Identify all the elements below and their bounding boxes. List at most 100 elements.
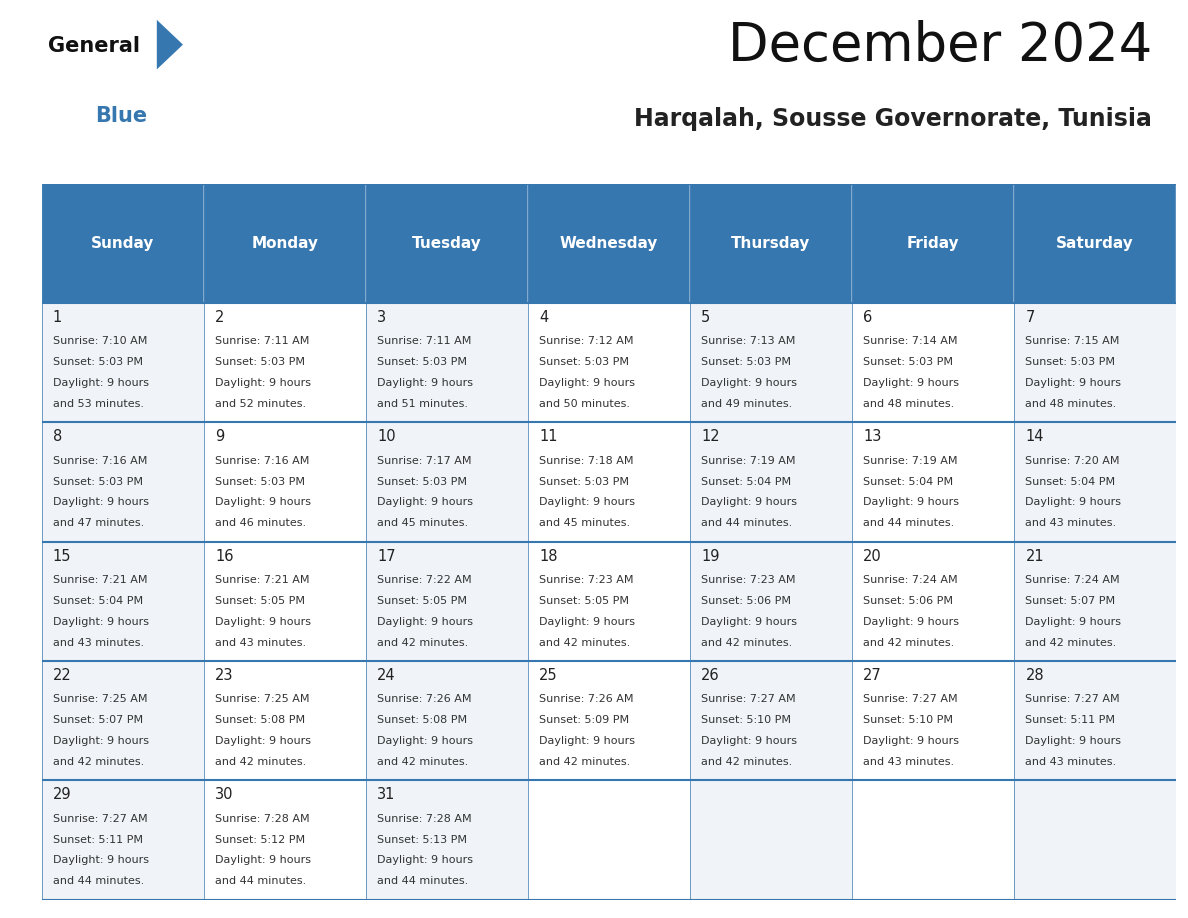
Text: Thursday: Thursday — [732, 236, 810, 251]
Text: and 42 minutes.: and 42 minutes. — [701, 757, 792, 767]
Bar — [852, 184, 1015, 303]
Text: Sunset: 5:09 PM: Sunset: 5:09 PM — [539, 715, 630, 725]
Text: and 42 minutes.: and 42 minutes. — [377, 757, 468, 767]
Text: Sunset: 5:06 PM: Sunset: 5:06 PM — [864, 596, 953, 606]
Bar — [852, 303, 1015, 422]
Text: 28: 28 — [1025, 668, 1044, 683]
Text: Daylight: 9 hours: Daylight: 9 hours — [1025, 617, 1121, 627]
Text: 6: 6 — [864, 310, 872, 325]
Text: Sunset: 5:03 PM: Sunset: 5:03 PM — [377, 357, 467, 367]
Text: and 43 minutes.: and 43 minutes. — [1025, 519, 1117, 529]
Text: Saturday: Saturday — [1056, 236, 1135, 251]
Bar — [42, 303, 203, 422]
Bar — [203, 303, 366, 422]
Text: Daylight: 9 hours: Daylight: 9 hours — [53, 736, 148, 746]
Bar — [42, 661, 203, 780]
Text: and 44 minutes.: and 44 minutes. — [215, 877, 307, 887]
Text: Sunrise: 7:22 AM: Sunrise: 7:22 AM — [377, 575, 472, 585]
Text: Sunset: 5:07 PM: Sunset: 5:07 PM — [53, 715, 143, 725]
Text: 16: 16 — [215, 549, 234, 564]
Text: and 47 minutes.: and 47 minutes. — [53, 519, 144, 529]
Text: and 42 minutes.: and 42 minutes. — [377, 638, 468, 648]
Text: 31: 31 — [377, 788, 396, 802]
Text: 23: 23 — [215, 668, 234, 683]
Text: Sunset: 5:10 PM: Sunset: 5:10 PM — [701, 715, 791, 725]
Text: and 42 minutes.: and 42 minutes. — [53, 757, 144, 767]
Text: Daylight: 9 hours: Daylight: 9 hours — [1025, 378, 1121, 388]
Text: 10: 10 — [377, 430, 396, 444]
Text: General: General — [48, 37, 139, 56]
Bar — [690, 780, 852, 900]
Text: Sunrise: 7:23 AM: Sunrise: 7:23 AM — [539, 575, 633, 585]
Text: Sunrise: 7:16 AM: Sunrise: 7:16 AM — [53, 455, 147, 465]
Text: Sunset: 5:06 PM: Sunset: 5:06 PM — [701, 596, 791, 606]
Text: Sunset: 5:10 PM: Sunset: 5:10 PM — [864, 715, 953, 725]
Text: 12: 12 — [701, 430, 720, 444]
Text: Sunset: 5:13 PM: Sunset: 5:13 PM — [377, 834, 467, 845]
Text: Sunset: 5:05 PM: Sunset: 5:05 PM — [215, 596, 305, 606]
Text: 25: 25 — [539, 668, 558, 683]
Text: Daylight: 9 hours: Daylight: 9 hours — [377, 378, 473, 388]
Text: Sunrise: 7:25 AM: Sunrise: 7:25 AM — [53, 694, 147, 704]
Text: and 52 minutes.: and 52 minutes. — [215, 399, 307, 409]
Bar — [366, 661, 527, 780]
Text: and 53 minutes.: and 53 minutes. — [53, 399, 144, 409]
Text: Sunset: 5:03 PM: Sunset: 5:03 PM — [53, 476, 143, 487]
Text: and 45 minutes.: and 45 minutes. — [377, 519, 468, 529]
Text: Sunrise: 7:10 AM: Sunrise: 7:10 AM — [53, 336, 147, 346]
Text: Daylight: 9 hours: Daylight: 9 hours — [53, 617, 148, 627]
Text: Sunset: 5:03 PM: Sunset: 5:03 PM — [539, 357, 630, 367]
Text: and 42 minutes.: and 42 minutes. — [1025, 638, 1117, 648]
Text: Daylight: 9 hours: Daylight: 9 hours — [539, 617, 636, 627]
Bar — [1015, 422, 1176, 542]
Text: 1: 1 — [53, 310, 62, 325]
Text: Sunrise: 7:24 AM: Sunrise: 7:24 AM — [1025, 575, 1120, 585]
Text: Daylight: 9 hours: Daylight: 9 hours — [701, 736, 797, 746]
Text: Sunday: Sunday — [91, 236, 154, 251]
Text: Daylight: 9 hours: Daylight: 9 hours — [864, 498, 960, 508]
Text: Daylight: 9 hours: Daylight: 9 hours — [1025, 498, 1121, 508]
Text: 13: 13 — [864, 430, 881, 444]
Text: 5: 5 — [701, 310, 710, 325]
Text: Sunrise: 7:19 AM: Sunrise: 7:19 AM — [864, 455, 958, 465]
Text: 3: 3 — [377, 310, 386, 325]
Bar — [42, 184, 203, 303]
Bar — [527, 184, 690, 303]
Text: Blue: Blue — [95, 106, 147, 126]
Text: Sunset: 5:05 PM: Sunset: 5:05 PM — [539, 596, 630, 606]
Text: 29: 29 — [53, 788, 71, 802]
Bar — [690, 542, 852, 661]
Bar — [527, 661, 690, 780]
Text: Daylight: 9 hours: Daylight: 9 hours — [864, 378, 960, 388]
Text: 26: 26 — [701, 668, 720, 683]
Bar — [527, 422, 690, 542]
Bar — [852, 661, 1015, 780]
Text: Daylight: 9 hours: Daylight: 9 hours — [539, 378, 636, 388]
Text: and 42 minutes.: and 42 minutes. — [864, 638, 955, 648]
Text: Sunrise: 7:18 AM: Sunrise: 7:18 AM — [539, 455, 633, 465]
Bar — [1015, 303, 1176, 422]
Text: 8: 8 — [53, 430, 62, 444]
Bar — [366, 303, 527, 422]
Text: and 51 minutes.: and 51 minutes. — [377, 399, 468, 409]
Bar — [366, 542, 527, 661]
Text: Sunset: 5:11 PM: Sunset: 5:11 PM — [1025, 715, 1116, 725]
Text: 18: 18 — [539, 549, 557, 564]
Text: Daylight: 9 hours: Daylight: 9 hours — [215, 617, 311, 627]
Bar — [852, 542, 1015, 661]
Text: Friday: Friday — [906, 236, 960, 251]
Text: and 45 minutes.: and 45 minutes. — [539, 519, 631, 529]
Text: Daylight: 9 hours: Daylight: 9 hours — [864, 617, 960, 627]
Text: Sunset: 5:04 PM: Sunset: 5:04 PM — [864, 476, 954, 487]
Text: 15: 15 — [53, 549, 71, 564]
Text: Sunrise: 7:28 AM: Sunrise: 7:28 AM — [215, 813, 310, 823]
Bar — [366, 184, 527, 303]
Text: Daylight: 9 hours: Daylight: 9 hours — [215, 378, 311, 388]
Text: Daylight: 9 hours: Daylight: 9 hours — [377, 617, 473, 627]
Text: Sunrise: 7:11 AM: Sunrise: 7:11 AM — [377, 336, 472, 346]
Text: Sunrise: 7:23 AM: Sunrise: 7:23 AM — [701, 575, 796, 585]
Text: 30: 30 — [215, 788, 234, 802]
Text: and 43 minutes.: and 43 minutes. — [864, 757, 954, 767]
Text: Sunrise: 7:27 AM: Sunrise: 7:27 AM — [1025, 694, 1120, 704]
Text: 2: 2 — [215, 310, 225, 325]
